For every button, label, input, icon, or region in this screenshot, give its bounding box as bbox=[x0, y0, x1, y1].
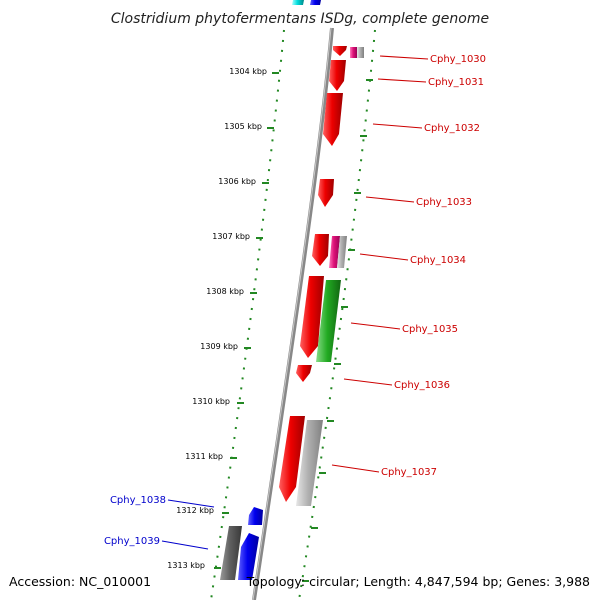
tick-label: 1309 kbp bbox=[200, 342, 238, 351]
connector-line bbox=[372, 123, 423, 129]
ruler-tick-right bbox=[319, 472, 326, 474]
gene-features bbox=[220, 0, 364, 580]
ruler-tick-right bbox=[327, 420, 334, 422]
gene-feature bbox=[350, 47, 357, 58]
ruler-tick-right bbox=[341, 306, 348, 308]
ruler-tick-left bbox=[214, 567, 221, 569]
gene-feature bbox=[279, 416, 305, 502]
tick-label: 1311 kbp bbox=[185, 452, 223, 461]
ruler-tick-right bbox=[360, 135, 367, 137]
gene-feature bbox=[296, 365, 312, 382]
gene-label-cphy-1036: Cphy_1036 bbox=[394, 380, 450, 391]
accession-text: Accession: NC_010001 bbox=[9, 574, 151, 589]
gene-label-cphy-1030: Cphy_1030 bbox=[430, 54, 486, 65]
ruler-tick-left bbox=[267, 127, 274, 129]
gene-label-cphy-1039: Cphy_1039 bbox=[104, 536, 160, 547]
gene-feature bbox=[357, 47, 364, 58]
ruler-tick-right bbox=[348, 249, 355, 251]
gene-label-cphy-1032: Cphy_1032 bbox=[424, 123, 480, 134]
gene-feature bbox=[329, 236, 340, 268]
ruler-left-dotted-line bbox=[210, 29, 285, 600]
ruler-tick-left bbox=[272, 72, 279, 74]
ruler-tick-right bbox=[334, 363, 341, 365]
ruler-tick-right bbox=[311, 527, 318, 529]
gene-feature-cyan bbox=[292, 0, 304, 5]
gene-feature bbox=[220, 526, 242, 580]
ruler-tick-left bbox=[222, 512, 229, 514]
ruler-tick-left bbox=[230, 457, 237, 459]
ruler-tick-right bbox=[302, 580, 309, 582]
tick-label: 1304 kbp bbox=[229, 67, 267, 76]
gene-feature bbox=[238, 533, 259, 580]
tick-label: 1313 kbp bbox=[167, 561, 205, 570]
ruler-tick-left bbox=[237, 402, 244, 404]
gene-label-cphy-1034: Cphy_1034 bbox=[410, 255, 466, 266]
gene-feature bbox=[337, 236, 347, 268]
ruler-ticks bbox=[214, 72, 373, 582]
ruler-tick-left bbox=[262, 182, 269, 184]
connector-line bbox=[350, 322, 401, 330]
ruler-tick-right bbox=[354, 192, 361, 194]
gene-label-cphy-1038: Cphy_1038 bbox=[110, 495, 166, 506]
topology-text: Topology: circular; Length: 4,847,594 bp… bbox=[246, 574, 590, 589]
ruler-tick-labels: 1304 kbp 1305 kbp 1306 kbp 1307 kbp 1308… bbox=[167, 67, 267, 570]
gene-feature bbox=[312, 234, 329, 266]
gene-feature bbox=[318, 179, 334, 207]
gene-label-cphy-1031: Cphy_1031 bbox=[428, 77, 484, 88]
ruler-tick-left bbox=[244, 347, 251, 349]
tick-label: 1312 kbp bbox=[176, 506, 214, 515]
connector-line bbox=[161, 540, 209, 550]
connector-line bbox=[365, 196, 415, 203]
gene-feature bbox=[323, 93, 343, 146]
connector-line bbox=[167, 499, 215, 508]
connector-line bbox=[359, 253, 409, 261]
connector-line bbox=[331, 464, 380, 473]
gene-feature bbox=[248, 507, 263, 525]
ruler-tick-left bbox=[250, 292, 257, 294]
gene-feature bbox=[333, 46, 347, 56]
gene-feature-blue bbox=[310, 0, 321, 5]
gene-label-cphy-1035: Cphy_1035 bbox=[402, 324, 458, 335]
gene-label-connectors bbox=[161, 55, 429, 550]
tick-label: 1305 kbp bbox=[224, 122, 262, 131]
tick-label: 1310 kbp bbox=[192, 397, 230, 406]
connector-line bbox=[377, 78, 427, 83]
gene-label-cphy-1037: Cphy_1037 bbox=[381, 467, 437, 478]
gene-label-cphy-1033: Cphy_1033 bbox=[416, 197, 472, 208]
gene-feature bbox=[316, 280, 341, 362]
gene-feature bbox=[329, 60, 346, 91]
tick-label: 1308 kbp bbox=[206, 287, 244, 296]
connector-line bbox=[379, 55, 429, 60]
ruler-tick-left bbox=[256, 237, 263, 239]
connector-line bbox=[343, 378, 393, 386]
genome-backbone bbox=[252, 27, 334, 600]
gene-feature bbox=[300, 276, 324, 358]
tick-label: 1307 kbp bbox=[212, 232, 250, 241]
map-title: Clostridium phytofermentans ISDg, comple… bbox=[111, 11, 489, 27]
ruler-tick-right bbox=[366, 79, 373, 81]
tick-label: 1306 kbp bbox=[218, 177, 256, 186]
gene-labels: Cphy_1030 Cphy_1031 Cphy_1032 Cphy_1033 … bbox=[104, 54, 486, 547]
gene-feature bbox=[296, 420, 323, 506]
